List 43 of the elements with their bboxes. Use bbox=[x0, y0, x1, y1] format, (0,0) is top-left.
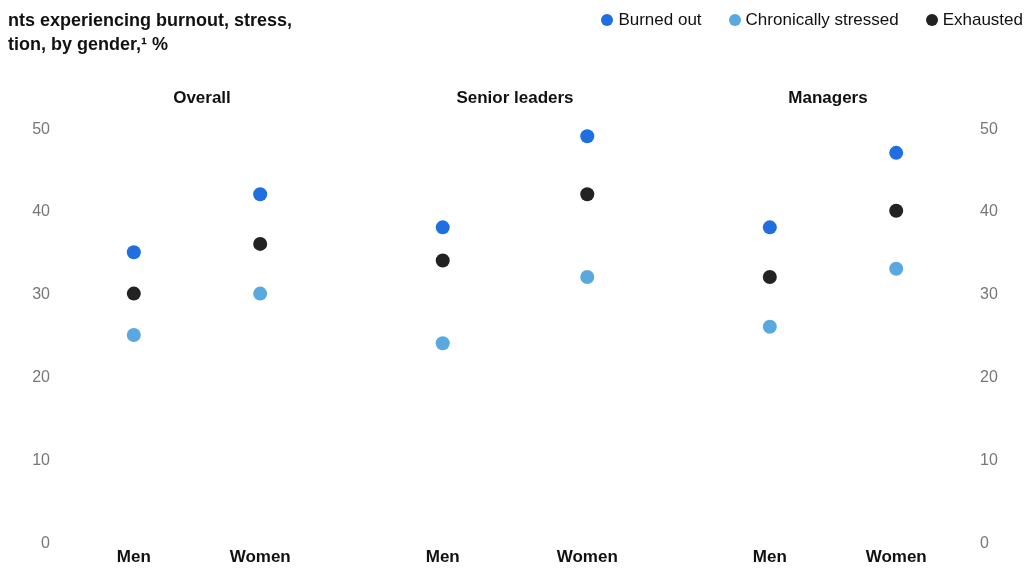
chart-subtitle: Senior leaders bbox=[455, 88, 575, 109]
chart-subtitle: Overall bbox=[172, 88, 232, 109]
y-tick-label: 0 bbox=[41, 533, 51, 551]
x-tick-label: Men bbox=[116, 547, 151, 567]
y-tick-label: 20 bbox=[980, 368, 998, 386]
x-tick-label: Women bbox=[865, 547, 927, 567]
y-tick-label: 10 bbox=[32, 450, 51, 468]
y-tick-label: 20 bbox=[32, 368, 51, 386]
chart-title: nts experiencing burnout, stress, tion, by gender,¹ % bbox=[8, 9, 293, 56]
y-tick-label: 0 bbox=[980, 533, 989, 551]
y-tick-label: 50 bbox=[980, 119, 998, 137]
y-tick-label: 30 bbox=[980, 285, 998, 303]
chart-subtitle: Managers bbox=[787, 88, 869, 109]
y-tick-label: 50 bbox=[32, 119, 51, 137]
point bbox=[762, 319, 777, 334]
point bbox=[580, 187, 595, 202]
point bbox=[889, 203, 904, 218]
x-tick-label: Men bbox=[752, 547, 787, 567]
y-tick-label: 40 bbox=[32, 202, 51, 220]
legend-label: Chronically stressed bbox=[744, 10, 899, 30]
y-tick-label: 10 bbox=[980, 450, 998, 468]
x-tick-label: Women bbox=[556, 547, 618, 567]
point bbox=[580, 129, 595, 144]
point bbox=[889, 261, 904, 276]
point bbox=[435, 336, 450, 351]
point bbox=[126, 286, 141, 301]
y-tick-label: 40 bbox=[980, 202, 998, 220]
point bbox=[435, 253, 450, 268]
point bbox=[762, 220, 777, 235]
point bbox=[253, 187, 268, 202]
point bbox=[253, 286, 268, 301]
point bbox=[126, 245, 141, 260]
point bbox=[889, 145, 904, 160]
y-tick-label: 30 bbox=[32, 285, 51, 303]
point bbox=[126, 328, 141, 342]
point bbox=[253, 236, 268, 251]
x-tick-label: Men bbox=[425, 547, 460, 567]
legend-label: Exhausted bbox=[941, 10, 1023, 30]
point bbox=[435, 220, 450, 235]
x-tick-label: Women bbox=[229, 547, 291, 567]
point bbox=[580, 270, 595, 285]
legend-label: Burned out bbox=[617, 10, 702, 30]
point bbox=[762, 270, 777, 285]
